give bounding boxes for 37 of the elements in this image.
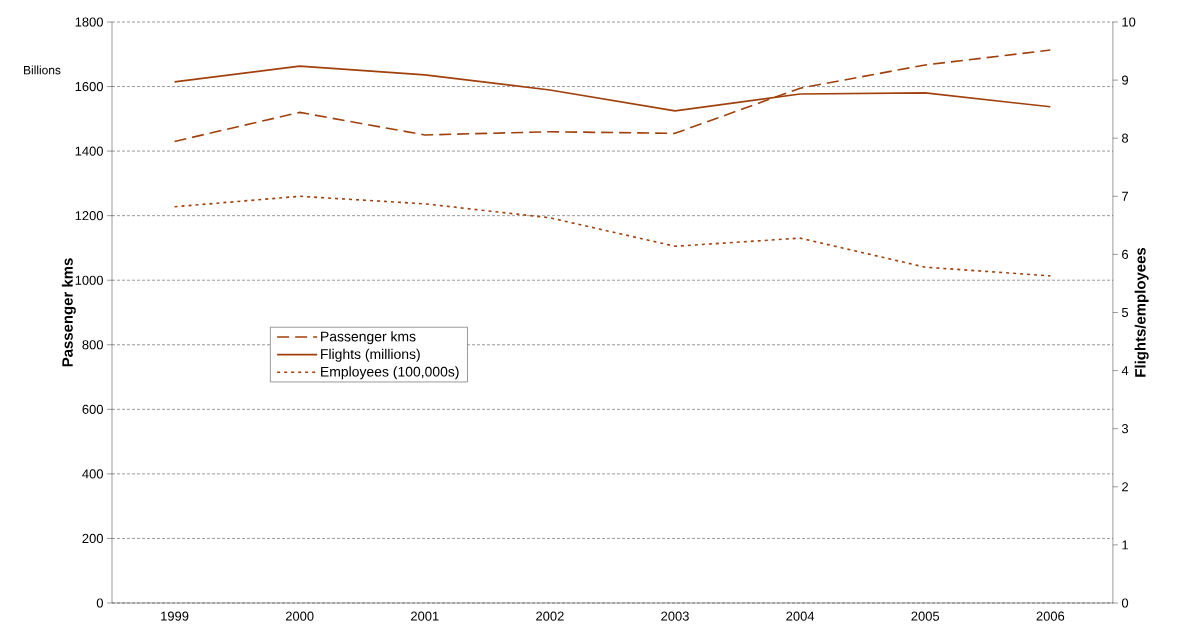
y-tick-label: 1000	[75, 275, 103, 285]
y-tick-label: 800	[82, 340, 103, 350]
y2-tick-label: 4	[1121, 366, 1129, 376]
y-tick-label: 0	[96, 598, 103, 608]
legend-label: Passenger kms	[321, 331, 416, 345]
x-tick-label: 2006	[1036, 611, 1065, 621]
y2-tick-label: 9	[1122, 75, 1129, 85]
text: Billions	[24, 65, 61, 75]
y-tick-label: 1200	[75, 211, 103, 221]
y-axis-title: Passenger kms	[61, 258, 76, 367]
y-tick-label: 200	[82, 533, 103, 544]
y2-tick-label: 0	[1121, 598, 1129, 608]
y-tick-label: 400	[82, 469, 103, 479]
x-tick-label: 2002	[536, 611, 564, 621]
x-tick-label: 1999	[161, 611, 189, 621]
x-tick-label: 2004	[786, 611, 815, 621]
y2-axis-title: Flights/employees	[1134, 247, 1149, 377]
y2-tick-label: 1	[1122, 540, 1128, 550]
y2-tick-label: 7	[1122, 191, 1128, 201]
legend-label: Employees (100,000s)	[321, 366, 459, 380]
legend-label: Flights (millions)	[321, 348, 420, 362]
line-series	[173, 49, 1052, 143]
y2-tick-label: 6	[1122, 249, 1129, 259]
y-tick-label: 600	[82, 404, 103, 414]
y2-tick-label: 8	[1121, 133, 1129, 143]
y-tick-label: 1800	[75, 17, 103, 27]
x-tick-label: 2000	[285, 611, 314, 621]
y2-tick-label: 5	[1121, 307, 1129, 318]
y-tick-label: 1400	[75, 146, 103, 156]
y2-tick-label: 2	[1122, 482, 1128, 492]
x-tick-label: 2005	[911, 611, 940, 621]
y2-tick-label: 3	[1121, 424, 1129, 434]
x-tick-label: 2003	[661, 611, 689, 621]
x-tick-label: 2001	[411, 611, 439, 621]
y-tick-label: 1600	[75, 81, 103, 92]
y2-tick-label: 10	[1122, 17, 1136, 27]
line-series	[173, 195, 1052, 277]
